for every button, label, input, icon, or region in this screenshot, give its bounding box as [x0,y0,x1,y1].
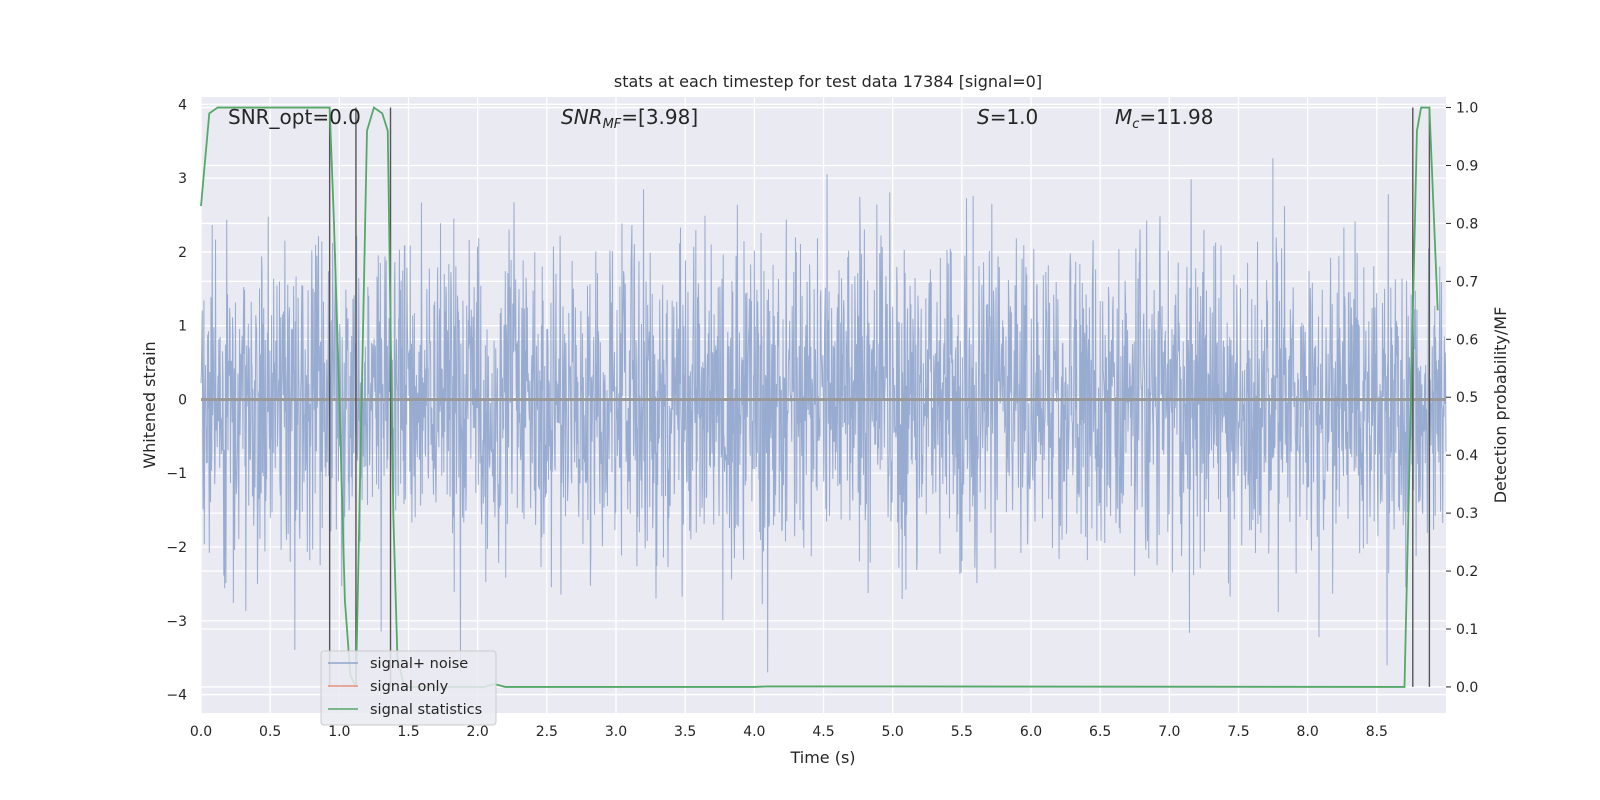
signal-noise-line [200,158,1447,673]
y-axis-label: Whitened strain [140,341,159,468]
legend-label-signal-statistics: signal statistics [370,702,482,718]
x-axis-label: Time (s) [789,748,855,767]
legend: signal+ noise signal only signal statist… [320,650,497,726]
vertical-markers [328,107,1431,687]
y-tick-label: −1 [166,466,187,482]
y2-tick-label: 0.5 [1456,390,1478,406]
x-tick-label: 2.0 [467,724,489,740]
x-tick-label: 5.5 [951,724,973,740]
y-tick-label: −2 [166,540,187,556]
annotation-s: S=1.0 [977,105,1038,129]
y-tick-label: 4 [178,97,187,113]
annotation-snr-opt: SNR_opt=0.0 [228,105,361,129]
x-tick-label: 1.0 [328,724,350,740]
y-tick-label: 3 [178,171,187,187]
x-tick-label: 7.5 [1227,724,1249,740]
y2-axis-label: Detection probability/MF [1491,307,1510,504]
y-tick-label: −3 [166,614,187,630]
signal-noise-series [200,158,1447,673]
legend-box [320,650,497,726]
signal-statistics-series [200,106,1439,688]
annotation-mc-symbol: M [1115,105,1132,129]
annotation-snr-mf-value: =[3.98] [621,105,698,129]
y2-tick-label: 0.7 [1456,274,1478,290]
y2-tick-label: 1.0 [1456,101,1478,117]
legend-label-signal-noise: signal+ noise [370,656,468,672]
annotation-snr-mf-subscript: MF [603,117,622,132]
y2-tick-label: 0.6 [1456,332,1478,348]
y-tick-label: 2 [178,245,187,261]
annotation-s-symbol: S [977,105,990,129]
y2-tick-label: 0.2 [1456,564,1478,580]
y2-tick-label: 0.8 [1456,216,1478,232]
annotation-mc-subscript: c [1132,117,1139,132]
x-tick-labels: 0.0 0.5 1.0 1.5 2.0 2.5 3.0 3.5 4.0 4.5 5.0 5.5 6.0 6… [190,724,1388,740]
x-tick-label: 1.5 [397,724,419,740]
y2-tick-label: 0.1 [1456,622,1478,638]
y2-tick-labels: 1.0 0.9 0.8 0.7 0.6 0.5 0.4 0.3 0.2 0.1 0.0 [1446,101,1478,696]
y-tick-label: −4 [166,688,187,704]
x-tick-label: 5.0 [882,724,904,740]
y2-tick-label: 0.3 [1456,506,1478,522]
x-tick-label: 7.0 [1158,724,1180,740]
x-tick-label: 4.5 [812,724,834,740]
chart-title: stats at each timestep for test data 173… [614,72,1042,91]
annotation-snr-mf-symbol: SNR [561,105,603,129]
y2-tick-label: 0.0 [1456,680,1478,696]
x-tick-label: 0.5 [259,724,281,740]
annotation-mc-value: =11.98 [1139,105,1213,129]
y-tick-label: 1 [178,319,187,335]
x-tick-label: 4.0 [743,724,765,740]
x-tick-label: 3.0 [605,724,627,740]
x-tick-label: 0.0 [190,724,212,740]
y-tick-label: 0 [178,392,187,408]
y-tick-labels: 4 3 2 1 0 −1 −2 −3 −4 [166,97,187,703]
annotation-snr-mf: SNRMF=[3.98] [561,105,698,132]
annotation-s-value: =1.0 [990,105,1039,129]
x-tick-label: 6.0 [1020,724,1042,740]
x-tick-label: 8.0 [1297,724,1319,740]
annotation-mc: Mc=11.98 [1115,105,1213,132]
y2-tick-label: 0.4 [1456,448,1478,464]
y2-tick-label: 0.9 [1456,158,1478,174]
x-tick-label: 3.5 [674,724,696,740]
x-tick-label: 8.5 [1366,724,1388,740]
legend-label-signal-only: signal only [370,679,449,695]
x-tick-label: 6.5 [1089,724,1111,740]
x-tick-label: 2.5 [536,724,558,740]
signal-statistics-line [200,106,1439,688]
